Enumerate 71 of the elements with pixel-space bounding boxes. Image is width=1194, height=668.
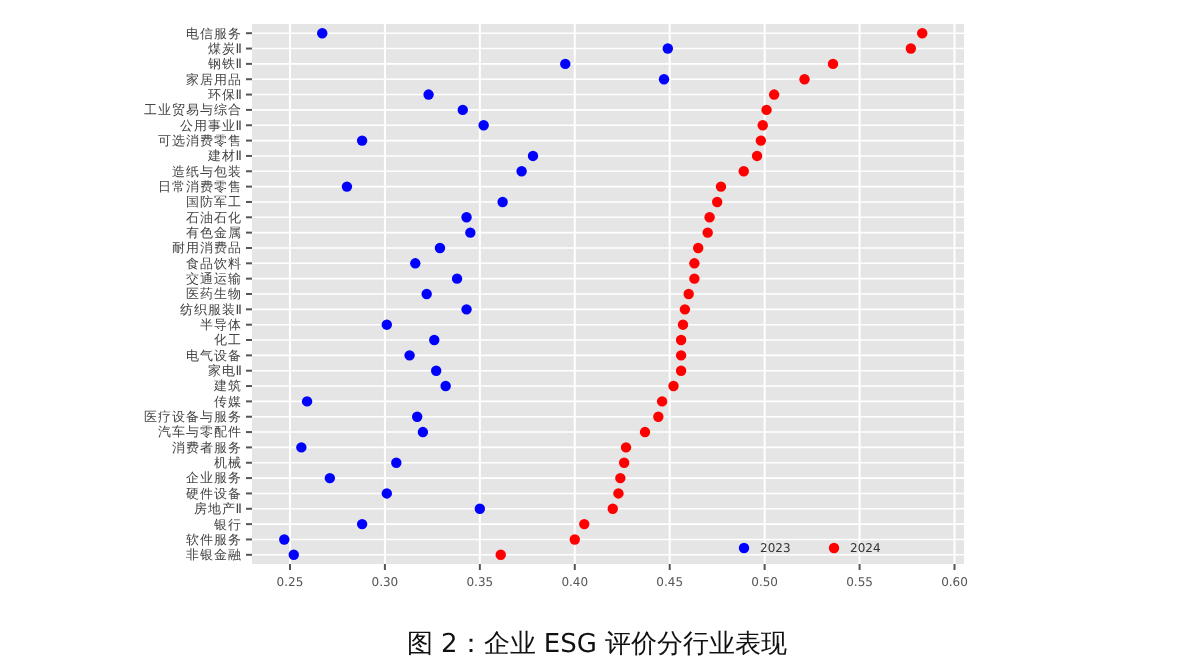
point [296,442,307,453]
point [704,212,715,223]
point [356,135,368,146]
point [799,74,810,85]
point [421,288,432,300]
point [613,488,624,499]
point [615,472,626,484]
point [639,426,651,438]
point [711,196,723,208]
point [440,380,451,392]
point [423,89,434,100]
point [675,365,687,376]
text: 图 2：企业 ESG 评价分行业表现 [406,630,788,660]
point [761,104,772,116]
point [675,334,687,346]
point [917,28,928,39]
point [457,104,468,116]
point [461,212,472,223]
point [620,442,632,453]
point [757,120,768,131]
point [689,258,700,269]
point [497,196,508,208]
point [715,181,727,192]
point [411,411,423,422]
point [461,304,472,315]
point [755,135,767,146]
point [768,89,780,100]
point [683,288,694,300]
point [301,396,313,407]
point [827,58,839,70]
point [702,227,713,238]
point [738,166,749,177]
point [429,334,440,346]
point [658,74,670,85]
point [404,350,415,361]
point [668,380,679,392]
point [560,58,571,70]
point [677,319,689,330]
point [474,503,486,514]
point [317,28,328,39]
point [527,150,539,162]
point [288,549,299,560]
point [417,426,429,438]
point [656,396,668,407]
point [279,534,290,545]
point [905,43,917,54]
point [653,411,664,422]
point [356,518,368,530]
point [430,365,442,376]
point [324,472,336,484]
point [451,273,463,284]
point [692,242,704,254]
point [465,227,476,238]
point [579,518,590,530]
point [689,273,700,284]
point [381,319,393,330]
point [662,43,674,54]
point [381,488,393,499]
point [478,120,489,131]
point [391,457,402,468]
point [679,304,691,315]
point [607,503,618,514]
point [516,166,527,177]
point [341,181,353,192]
point [618,457,630,468]
point [495,549,506,560]
point [434,242,446,254]
point [410,258,421,269]
point [751,150,763,162]
point [675,350,687,361]
point [569,534,580,545]
